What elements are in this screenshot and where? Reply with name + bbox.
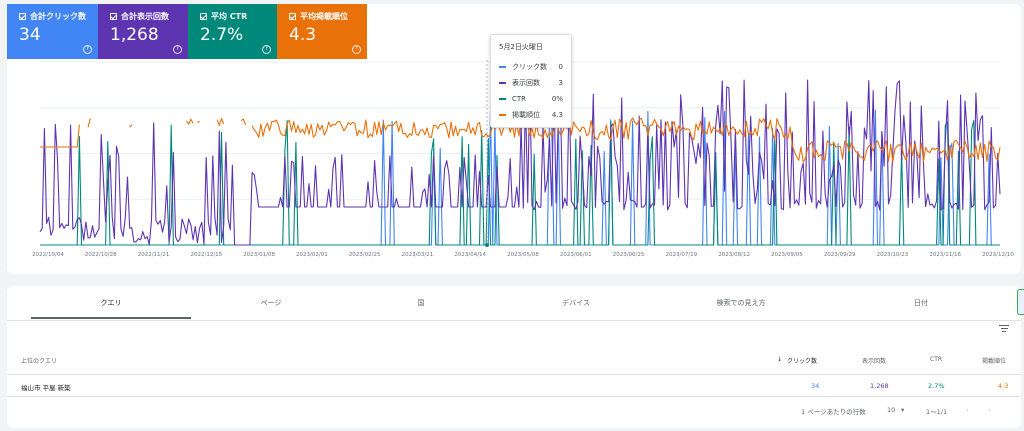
tooltip-label: 掲載順位 [512,111,540,119]
metric-value: 2.7% [200,25,244,45]
x-tick-label: 2022/10/28 [85,252,117,258]
tooltip-row-clicks: クリック数 0 [499,59,563,75]
chart-lines [39,60,1001,247]
header-impressions[interactable]: 表示回数 [862,358,887,365]
tooltip-row-impressions: 表示回数 3 [499,75,563,91]
tooltip-date: 5月2日火曜日 [499,43,543,51]
chevron-down-icon[interactable]: ▾ [901,406,905,414]
tab-date[interactable]: 日付 [914,299,928,307]
tab-page[interactable]: ページ [260,299,282,307]
x-tick-label: 2022/12/15 [190,252,222,258]
x-tick-label: 2022/10/04 [32,252,64,258]
x-tick-label: 2023/11/16 [929,252,961,258]
metric-label: 合計クリック数 [30,12,86,21]
side-widget-icon[interactable] [1017,289,1024,315]
metric-value: 4.3 [289,25,317,45]
series-position-line [40,117,1001,163]
checkbox-icon [200,13,207,20]
cell-query[interactable]: 福山市 平屋 新築 [21,384,71,392]
tab-device[interactable]: デバイス [562,299,590,307]
cell-clicks: 34 [811,382,820,390]
active-tab-indicator [31,317,191,319]
x-axis-ticks: 2022/10/04 2022/10/28 2022/11/21 2022/12/15… [32,252,1014,258]
cell-impressions: 1,268 [870,382,889,390]
hover-point [485,243,489,247]
metric-ctr[interactable]: 平均 CTR 2.7% ? [188,4,277,59]
metric-label: 合計表示回数 [121,12,169,21]
sort-down-icon[interactable]: ↓ [777,356,783,363]
tab-search-appearance[interactable]: 検索での見え方 [716,299,766,307]
tooltip-value: 0% [551,95,563,103]
table-row[interactable]: 福山市 平屋 新築 34 1,268 2.7% 4.3 [7,374,1021,397]
page-range: 1〜1/1 [926,408,948,416]
cell-position: 4.3 [998,382,1009,390]
help-icon[interactable]: ? [262,45,271,54]
x-tick-label: 2023/05/08 [507,252,539,258]
table-header: 上位のクエリ ↓ クリック数 表示回数 CTR 掲載順位 [7,348,1021,375]
rows-per-page-select[interactable]: 10 [887,406,896,414]
tooltip-value: 4.3 [551,111,563,119]
header-query[interactable]: 上位のクエリ [21,358,58,365]
series-impressions-line [39,79,1001,246]
dimension-tabs: クエリ ページ 国 デバイス 検索での見え方 日付 [7,286,1021,321]
tab-country[interactable]: 国 [417,299,425,307]
header-clicks[interactable]: クリック数 [787,358,818,365]
tooltip-label: クリック数 [512,63,547,71]
x-tick-label: 2023/09/29 [824,252,856,258]
cell-ctr: 2.7% [928,382,945,390]
checkbox-icon [19,13,26,20]
x-tick-label: 2023/03/21 [402,252,434,258]
metric-value: 34 [19,25,41,45]
rows-per-page-label: 1 ページあたりの行数 [801,408,866,416]
metric-value: 1,268 [110,25,159,45]
next-page-icon[interactable]: › [988,406,991,414]
x-tick-label: 2022/11/21 [138,252,170,258]
x-tick-label: 2023/04/14 [454,252,486,258]
metric-position[interactable]: 平均掲載順位 4.3 ? [277,4,367,59]
help-icon[interactable]: ? [83,45,92,54]
tooltip-label: 表示回数 [512,79,540,87]
series-ctr-line [40,120,1000,246]
pagination: 1 ページあたりの行数 10 ▾ 1〜1/1 ‹ › [801,404,1021,418]
filter-icon[interactable] [999,325,1009,333]
header-ctr[interactable]: CTR [930,356,943,363]
x-tick-label: 2023/02/01 [296,252,328,258]
x-tick-label: 2023/09/05 [771,252,803,258]
tooltip-value: 3 [558,79,563,87]
x-tick-label: 2023/01/08 [243,252,275,258]
help-icon[interactable]: ? [173,45,182,54]
tooltip-row-ctr: CTR 0% [499,91,563,107]
x-tick-label: 2023/12/10 [982,252,1014,258]
x-tick-label: 2023/10/23 [877,252,909,258]
metric-impressions[interactable]: 合計表示回数 1,268 ? [98,4,188,59]
x-tick-label: 2023/06/01 [560,252,592,258]
dimension-table-card: クエリ ページ 国 デバイス 検索での見え方 日付 上位のクエリ ↓ クリック数… [7,286,1021,428]
x-tick-label: 2023/02/25 [349,252,381,258]
prev-page-icon[interactable]: ‹ [966,406,969,414]
tab-query[interactable]: クエリ [100,299,122,307]
header-position[interactable]: 掲載順位 [982,358,1007,365]
x-tick-label: 2023/06/25 [613,252,645,258]
help-icon[interactable]: ? [352,45,361,54]
x-tick-label: 2023/07/19 [665,252,697,258]
checkbox-icon [289,13,296,20]
checkbox-icon [110,13,117,20]
metric-label: 平均掲載順位 [300,12,348,21]
chart-tooltip: 5月2日火曜日 クリック数 0 表示回数 3 CTR 0% 掲載順位 4.3 [490,34,572,128]
tooltip-label: CTR [512,95,527,103]
tooltip-row-position: 掲載順位 4.3 [499,107,563,123]
x-tick-label: 2023/08/12 [718,252,750,258]
tooltip-value: 0 [558,63,563,71]
metric-clicks[interactable]: 合計クリック数 34 ? [7,4,98,59]
metric-label: 平均 CTR [211,12,248,21]
